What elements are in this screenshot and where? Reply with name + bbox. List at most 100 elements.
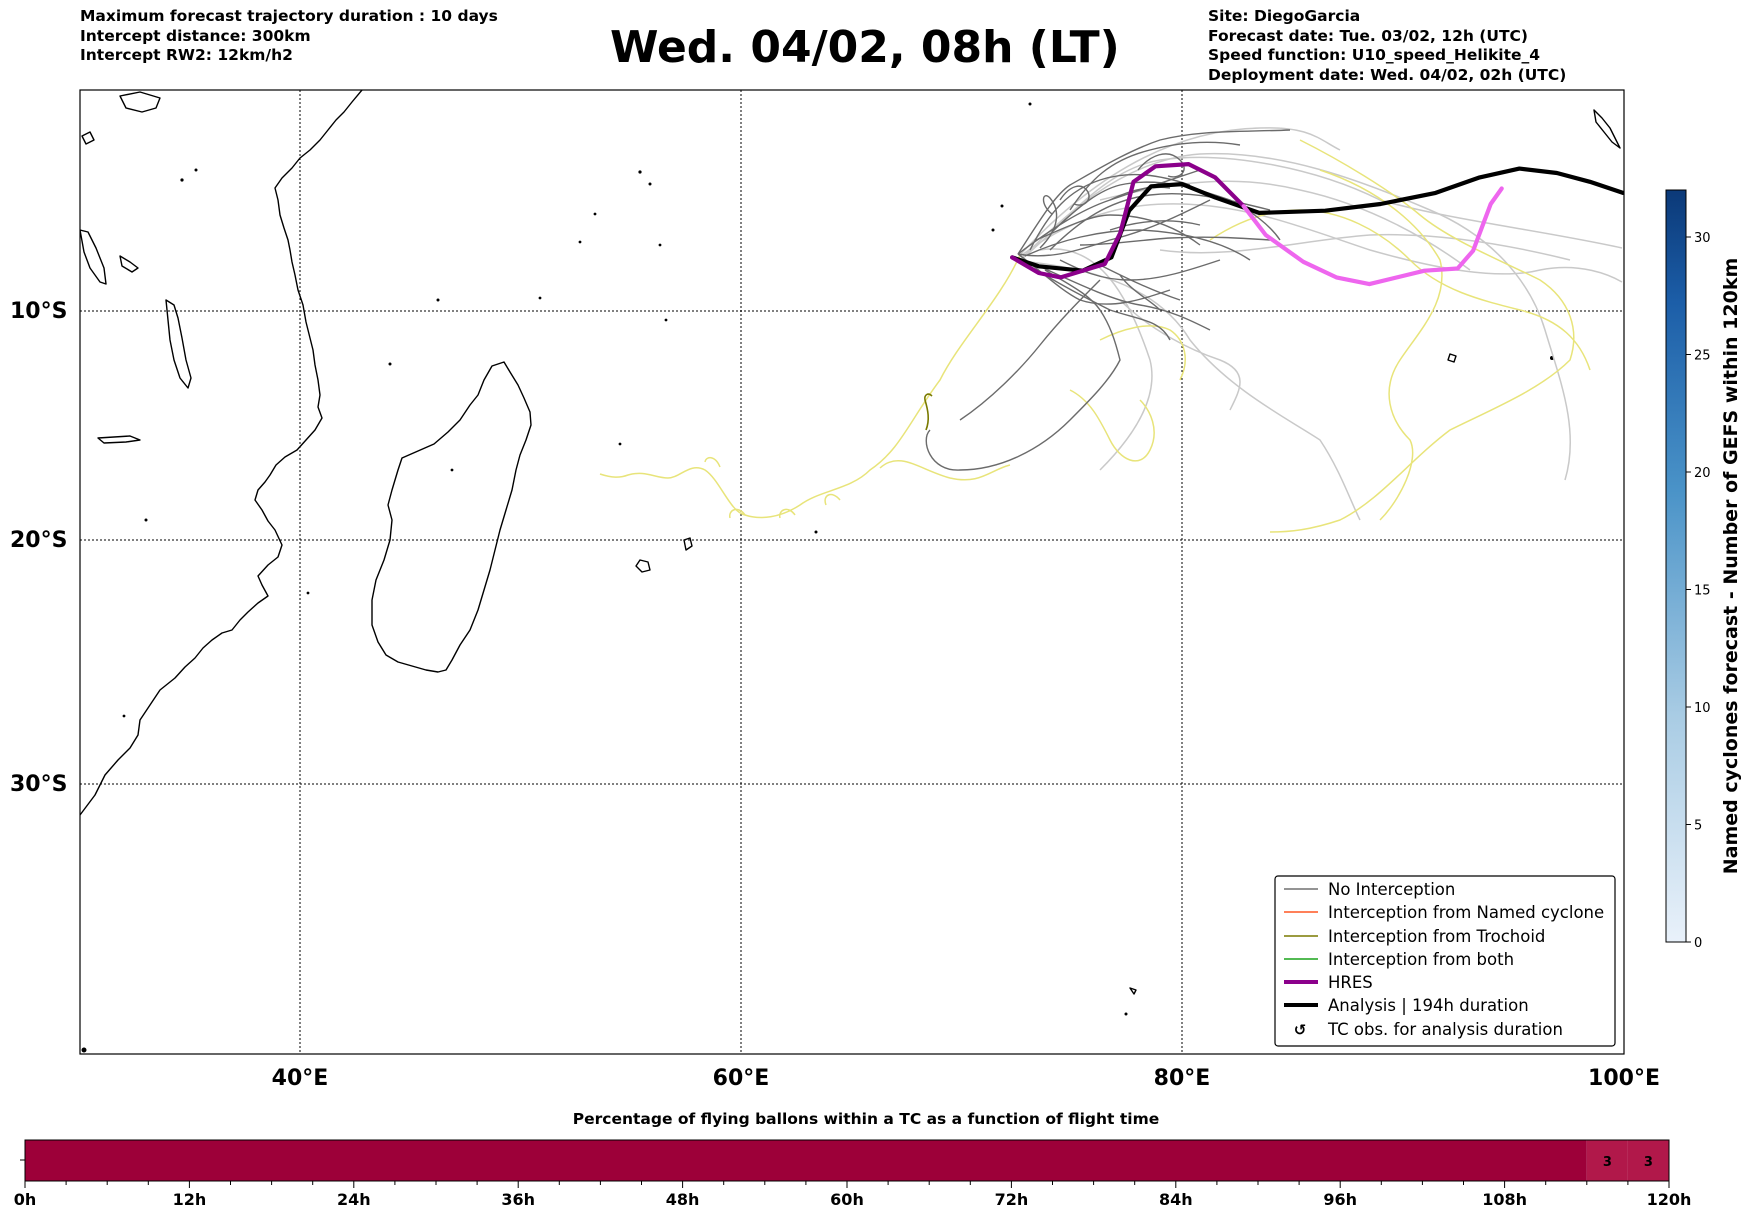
header-right-line: Forecast date: Tue. 03/02, 12h (UTC) bbox=[1208, 26, 1529, 45]
coastline-lake-region bbox=[119, 91, 161, 113]
island bbox=[180, 178, 184, 182]
island bbox=[538, 296, 542, 300]
trajectory bbox=[1119, 299, 1241, 411]
colorbar: 0 5 10 15 20 25 30 Named cyclones forecast - N… bbox=[1665, 189, 1742, 951]
trajectory bbox=[1099, 325, 1186, 381]
colorbar-tick-label: 0 bbox=[1694, 936, 1702, 951]
header-right-line: Deployment date: Wed. 04/02, 02h (UTC) bbox=[1208, 65, 1567, 84]
trajectory bbox=[1079, 236, 1271, 246]
coastline-reunion bbox=[635, 559, 651, 573]
flight-time-cell bbox=[1586, 1140, 1628, 1181]
island bbox=[81, 1047, 87, 1053]
coastline-lake-tanganyika bbox=[80, 229, 107, 285]
island bbox=[1124, 1012, 1128, 1016]
flight-time-tick-label: 72h bbox=[995, 1190, 1029, 1209]
flight-time-tick-label: 60h bbox=[830, 1190, 864, 1209]
flight-time-bar-title: Percentage of flying ballons within a TC… bbox=[573, 1110, 1160, 1128]
lat-label: 20°S bbox=[10, 528, 67, 553]
colorbar-gradient bbox=[1665, 189, 1687, 943]
trajectory bbox=[1024, 229, 1251, 261]
coastline-cocos bbox=[1447, 353, 1457, 363]
flight-time-tick-label: 24h bbox=[337, 1190, 371, 1209]
coastline-sumatra bbox=[1593, 109, 1621, 149]
legend-label: TC obs. for analysis duration bbox=[1327, 1020, 1563, 1039]
header-right-line: Site: DiegoGarcia bbox=[1208, 7, 1361, 25]
trajectory-loops bbox=[704, 457, 841, 519]
trajectory-loop bbox=[1137, 153, 1185, 178]
island bbox=[991, 228, 995, 232]
colorbar-ticks: 0 5 10 15 20 25 30 bbox=[1686, 231, 1711, 951]
coastline-madagascar bbox=[371, 361, 532, 673]
flight-time-ticks: 0h 12h 24h 36h 48h 60h 72h 84h 96h 108h 120h bbox=[14, 1181, 1691, 1209]
colorbar-tick-label: 20 bbox=[1694, 466, 1711, 481]
island bbox=[593, 212, 597, 216]
trochoid-interception-trajectory bbox=[924, 393, 933, 431]
trajectory bbox=[925, 269, 1121, 471]
trajectory bbox=[1159, 233, 1571, 261]
island bbox=[814, 530, 818, 534]
legend-label: Interception from Named cyclone bbox=[1328, 903, 1604, 922]
trajectory bbox=[1017, 129, 1291, 255]
island bbox=[1028, 102, 1032, 106]
coastline-mauritius bbox=[683, 537, 693, 551]
trajectory bbox=[1029, 173, 1191, 251]
lon-label: 60°E bbox=[713, 1066, 770, 1091]
header-left: Maximum forecast trajectory duration : 1… bbox=[80, 7, 498, 66]
flight-time-tick-label: 48h bbox=[666, 1190, 700, 1209]
legend-label: Interception from Trochoid bbox=[1328, 927, 1545, 946]
graticule bbox=[80, 90, 1624, 1054]
small-islands bbox=[81, 102, 1554, 1053]
colorbar-tick-label: 10 bbox=[1694, 701, 1711, 716]
island bbox=[194, 168, 198, 172]
colorbar-tick-label: 15 bbox=[1694, 584, 1711, 599]
header-right: Site: DiegoGarcia Forecast date: Tue. 03… bbox=[1208, 7, 1566, 85]
map-title: Wed. 04/02, 08h (LT) bbox=[610, 22, 1120, 73]
island bbox=[648, 182, 652, 186]
trajectory bbox=[1109, 186, 1171, 201]
island bbox=[388, 362, 392, 366]
flight-time-tick-label: 0h bbox=[14, 1190, 37, 1209]
flight-time-bar: Percentage of flying ballons within a TC… bbox=[14, 1110, 1692, 1209]
legend-box bbox=[1274, 875, 1616, 1047]
legend-label: Analysis | 194h duration bbox=[1328, 996, 1529, 1015]
gefs-trajectories-grey bbox=[925, 129, 1291, 471]
lat-label: 10°S bbox=[10, 299, 67, 324]
trajectory bbox=[1319, 169, 1443, 521]
trajectory bbox=[1069, 389, 1155, 462]
colorbar-tick-label: 5 bbox=[1694, 819, 1702, 834]
trajectory bbox=[1109, 220, 1201, 231]
hres-trajectory-late bbox=[1241, 186, 1504, 287]
trajectory bbox=[1035, 214, 1201, 246]
flight-time-cell-value: 3 bbox=[1603, 1155, 1612, 1170]
coastline-amsterdam bbox=[1129, 987, 1137, 995]
header-left-line: Maximum forecast trajectory duration : 1… bbox=[80, 7, 498, 25]
trajectory bbox=[1049, 192, 1271, 251]
trajectory bbox=[1099, 264, 1181, 301]
trajectory bbox=[959, 279, 1101, 421]
flight-time-tick-label: 84h bbox=[1159, 1190, 1193, 1209]
colorbar-tick-label: 25 bbox=[1694, 349, 1711, 364]
flight-time-cell bbox=[25, 1140, 1587, 1181]
island bbox=[306, 591, 310, 595]
legend-label: HRES bbox=[1328, 973, 1373, 992]
lon-label: 40°E bbox=[272, 1066, 329, 1091]
gefs-trajectories-yellow bbox=[599, 139, 1591, 533]
trajectory bbox=[1069, 141, 1241, 211]
flight-time-tick-label: 96h bbox=[1323, 1190, 1357, 1209]
legend-label: Interception from both bbox=[1328, 950, 1514, 969]
lat-label: 30°S bbox=[10, 772, 67, 797]
lon-label: 80°E bbox=[1154, 1066, 1211, 1091]
island bbox=[1000, 204, 1004, 208]
trajectory bbox=[924, 393, 933, 431]
flight-time-tick-label: 12h bbox=[173, 1190, 207, 1209]
coastline-lake-kariba bbox=[97, 435, 141, 444]
lon-axis-labels: 40°E 60°E 80°E 100°E bbox=[272, 1066, 1660, 1091]
flight-time-cell-value: 3 bbox=[1644, 1155, 1653, 1170]
island bbox=[664, 318, 668, 322]
island bbox=[578, 240, 582, 244]
legend-label: No Interception bbox=[1328, 880, 1455, 899]
island bbox=[638, 170, 642, 174]
island bbox=[618, 442, 622, 446]
